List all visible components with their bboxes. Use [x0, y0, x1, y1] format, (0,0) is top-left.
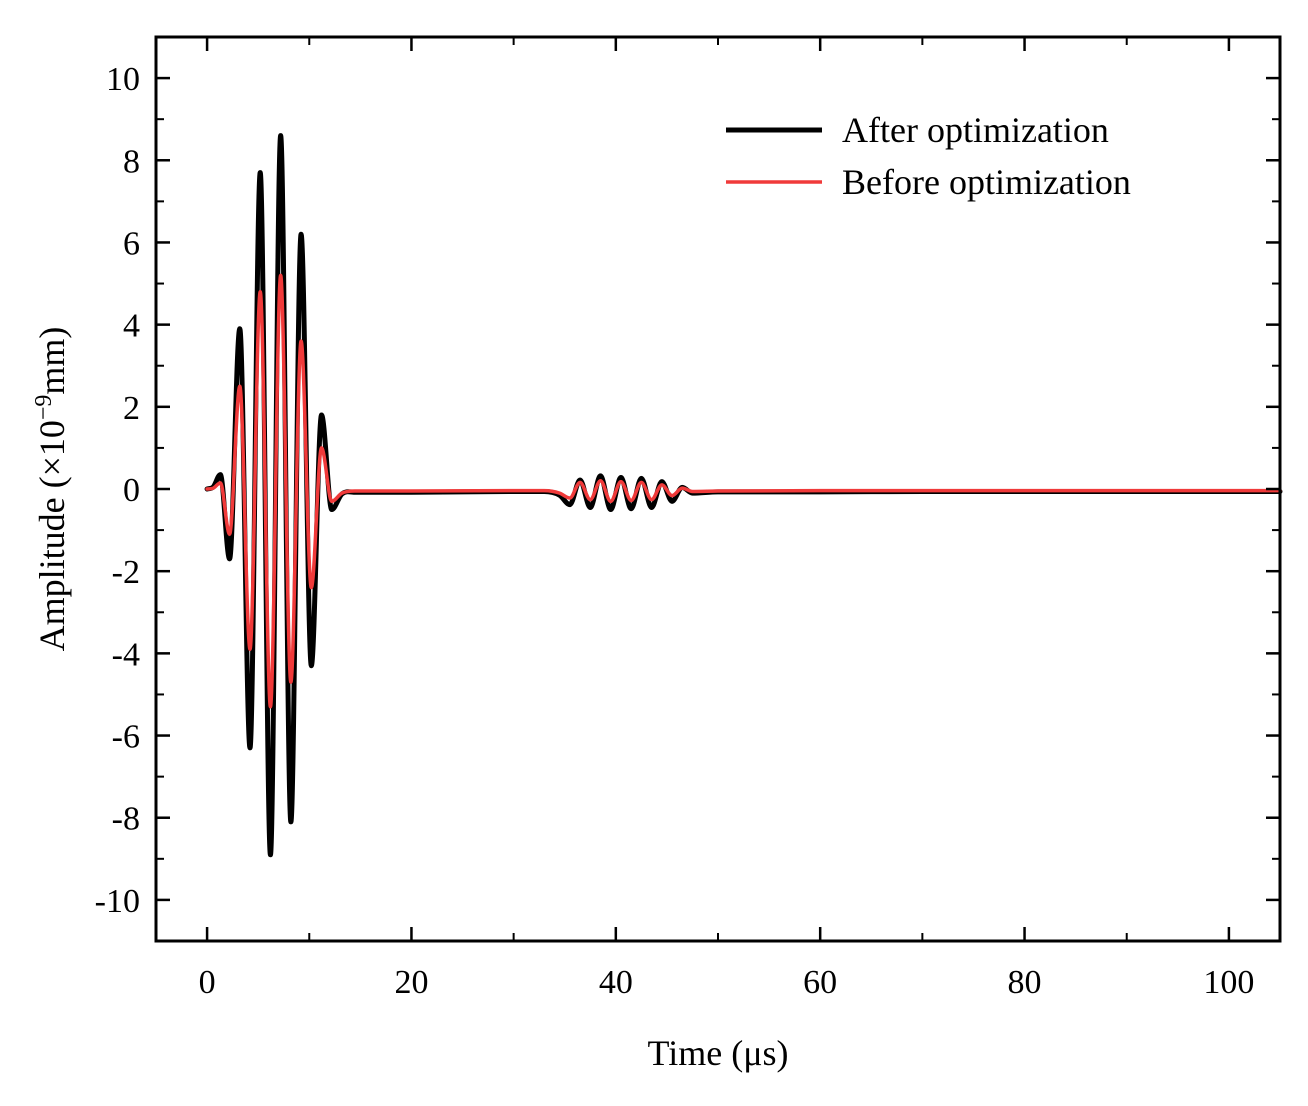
y-axis-title-main: Amplitude (×10	[32, 420, 72, 651]
x-tick-label: 20	[394, 964, 428, 1001]
legend: After optimization Before optimization	[726, 110, 1131, 202]
legend-label-before-optimization: Before optimization	[842, 162, 1131, 202]
y-tick-label: -8	[112, 801, 140, 838]
legend-label-after-optimization: After optimization	[842, 110, 1109, 150]
y-tick-label: 4	[123, 308, 140, 345]
y-tick-label: 6	[123, 225, 140, 262]
y-tick-label: 10	[106, 61, 140, 98]
y-tick-label: 2	[123, 390, 140, 427]
x-axis-title: Time (μs)	[648, 1033, 789, 1073]
y-tick-label: -4	[112, 636, 140, 673]
y-tick-label: -2	[112, 554, 140, 591]
x-tick-label: 100	[1203, 964, 1254, 1001]
y-axis-title-tail: mm)	[32, 327, 72, 395]
x-tick-label: 0	[199, 964, 216, 1001]
x-tick-label: 60	[803, 964, 837, 1001]
tick-layer	[156, 37, 1280, 941]
series-layer	[204, 133, 1283, 858]
series-line-before-optimization	[205, 273, 1282, 709]
y-axis-title: Amplitude (×10−9mm)	[31, 327, 72, 652]
x-tick-label: 40	[599, 964, 633, 1001]
x-tick-label: 80	[1008, 964, 1042, 1001]
y-axis-title-exponent: −9	[31, 395, 57, 421]
y-tick-label: -10	[95, 883, 140, 920]
y-tick-label: -6	[112, 719, 140, 756]
series-line-after-optimization	[204, 133, 1283, 858]
y-tick-label: 8	[123, 143, 140, 180]
y-tick-label: 0	[123, 472, 140, 509]
